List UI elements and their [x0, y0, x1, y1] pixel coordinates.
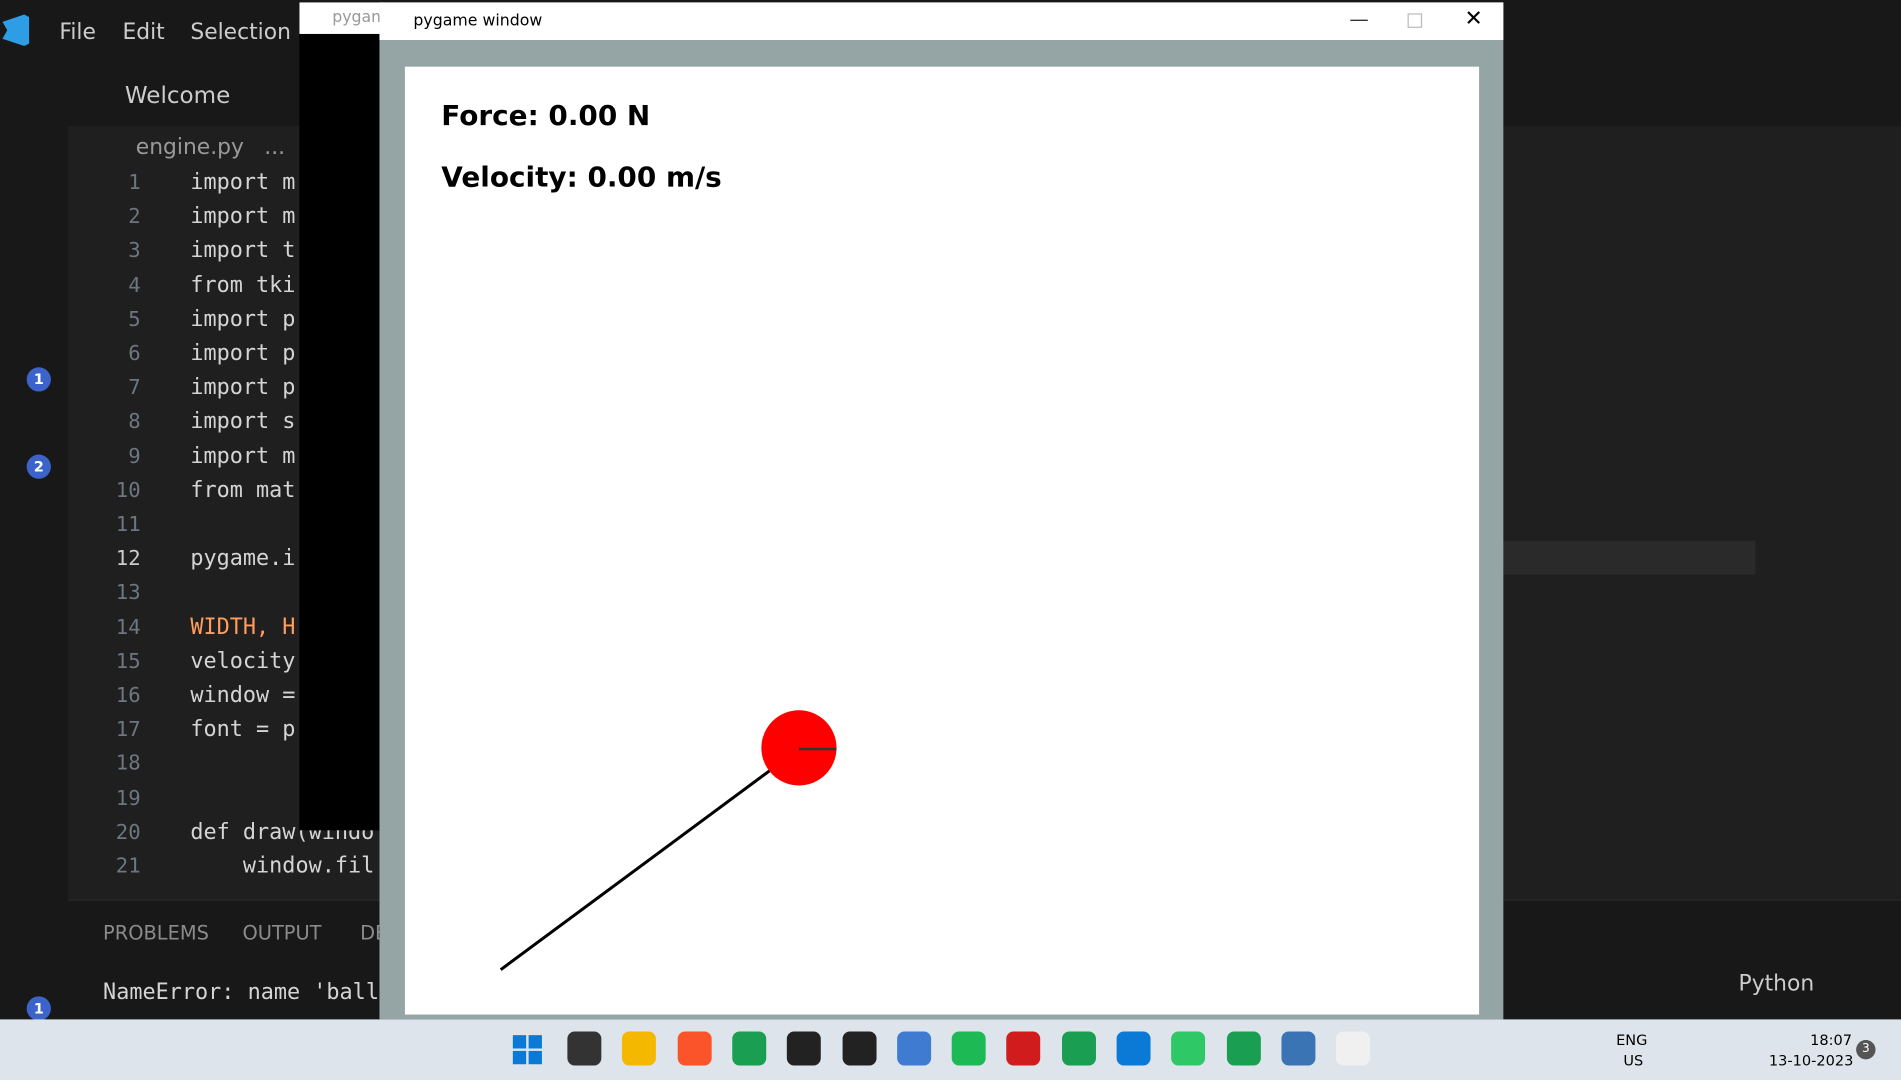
code-line: import p — [190, 340, 296, 367]
line-number: 14 — [115, 615, 141, 640]
velocity-label: Velocity: 0.00 m/s — [441, 162, 722, 194]
code-line: import s — [190, 408, 296, 435]
line-number: 10 — [115, 478, 141, 503]
minimize-button[interactable]: — — [1349, 7, 1369, 31]
terminal-output: NameError: name 'ball — [103, 979, 379, 1005]
taskbar-app[interactable] — [1171, 1031, 1206, 1066]
window-title: pygame window — [413, 12, 543, 31]
taskbar-app[interactable] — [841, 1031, 876, 1066]
panel-tab[interactable]: PROBLEMS — [103, 921, 209, 945]
code-line: window = — [190, 682, 296, 708]
terminal-name[interactable]: Python — [1738, 970, 1815, 997]
taskbar-app[interactable] — [951, 1031, 986, 1066]
force-label: Force: 0.00 N — [441, 100, 651, 133]
code-line: from tki — [190, 272, 296, 298]
vscode-logo — [2, 14, 30, 47]
line-number: 12 — [115, 546, 141, 572]
line-number: 20 — [115, 820, 141, 845]
line-number: 1 — [128, 170, 141, 196]
console-title: pygam — [299, 2, 387, 34]
code-line: from mat — [190, 477, 296, 503]
spring — [499, 768, 772, 971]
taskbar-app[interactable] — [1281, 1031, 1316, 1066]
line-number: 2 — [128, 205, 141, 230]
code-line: font = p — [190, 716, 296, 743]
window-title-bar: pygame window — ✕ — [379, 2, 1504, 40]
line-number: 18 — [115, 751, 141, 777]
line-number: 13 — [115, 581, 141, 606]
close-button[interactable]: ✕ — [1464, 6, 1483, 32]
notification-count[interactable]: 3 — [1856, 1039, 1876, 1060]
taskbar-app[interactable] — [1336, 1031, 1371, 1066]
line-number: 21 — [115, 854, 141, 879]
menu-edit[interactable]: Edit — [122, 19, 165, 45]
line-number: 8 — [128, 410, 141, 435]
canvas: Force: 0.00 N Velocity: 0.00 m/s — [404, 66, 1480, 1015]
line-number: 7 — [128, 375, 141, 401]
taskbar-app[interactable] — [677, 1031, 712, 1066]
badge: 1 — [26, 996, 51, 1021]
breadcrumb: ... — [264, 134, 286, 160]
taskbar-app[interactable] — [732, 1031, 767, 1066]
taskbar-app[interactable] — [896, 1031, 931, 1066]
current-line — [1503, 540, 1756, 575]
line-number: 3 — [128, 239, 141, 264]
line-number: 6 — [128, 341, 141, 367]
taskbar-app[interactable] — [1116, 1031, 1151, 1066]
code-line: import p — [190, 306, 296, 332]
region[interactable]: US — [1623, 1052, 1644, 1070]
taskbar-app[interactable] — [1226, 1031, 1261, 1066]
language[interactable]: ENG — [1616, 1031, 1648, 1049]
line-number: 19 — [115, 786, 141, 811]
ball — [761, 710, 837, 786]
taskbar-app[interactable] — [787, 1031, 822, 1066]
code-line: import p — [190, 374, 296, 401]
taskbar — [0, 1019, 1901, 1080]
clock-date[interactable]: 13-10-2023 — [1768, 1052, 1854, 1070]
line-number: 16 — [115, 683, 141, 708]
simulation — [499, 710, 837, 971]
badge: 2 — [26, 454, 51, 479]
taskbar-app[interactable] — [622, 1031, 657, 1066]
code-line: import m — [190, 169, 296, 196]
menu-selection[interactable]: Selection — [190, 19, 291, 45]
badge: 1 — [26, 367, 51, 392]
menu-file[interactable]: File — [59, 19, 96, 45]
code-line: import m — [190, 443, 296, 469]
panel-tab[interactable]: OUTPUT — [242, 921, 322, 945]
clock-time[interactable]: 18:07 — [1810, 1031, 1853, 1049]
code-line: velocity — [190, 648, 296, 674]
code-line: import t — [190, 238, 296, 264]
line-number: 9 — [128, 444, 141, 469]
activity-bar — [0, 63, 68, 1021]
code-line: window.fil — [190, 853, 375, 879]
tab[interactable]: Welcome — [124, 82, 231, 110]
line-number: 15 — [115, 649, 141, 674]
line-number: 11 — [115, 512, 141, 537]
maximize-button[interactable] — [1407, 13, 1423, 28]
line-number: 17 — [115, 717, 141, 743]
console-window: pygam — [299, 2, 387, 831]
code-line: import m — [190, 203, 296, 230]
line-number: 4 — [128, 273, 141, 298]
pygame-window: pygame window — ✕ Force: 0.00 N Velocity… — [379, 2, 1504, 1020]
taskbar-app[interactable] — [1006, 1031, 1041, 1066]
taskbar-app[interactable] — [1061, 1031, 1096, 1066]
code-line: pygame.i — [190, 545, 296, 572]
code-line: WIDTH, H — [190, 614, 296, 640]
start-button[interactable] — [512, 1034, 544, 1066]
breadcrumb[interactable]: engine.py — [135, 134, 244, 160]
taskbar-app[interactable] — [567, 1031, 602, 1066]
line-number: 5 — [128, 307, 141, 332]
